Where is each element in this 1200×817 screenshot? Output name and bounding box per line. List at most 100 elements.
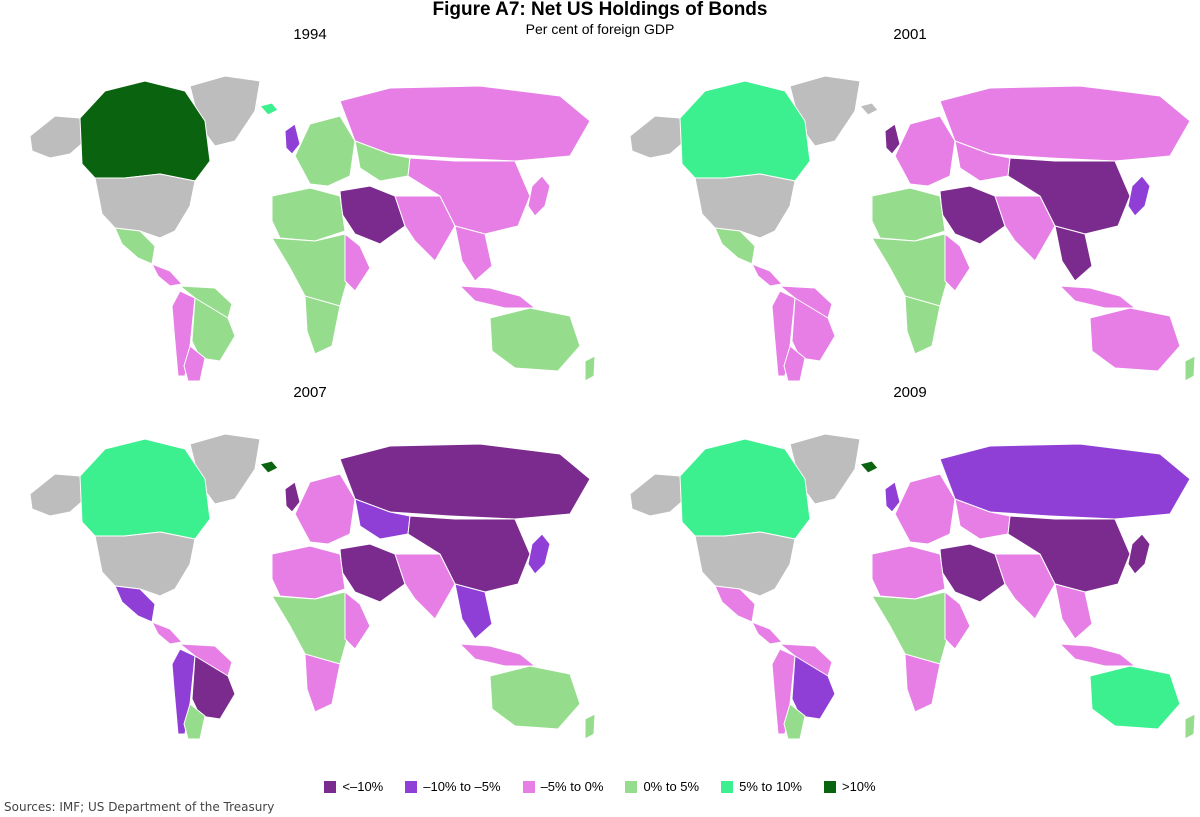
region-southern-cone	[183, 345, 206, 381]
legend-label: >10%	[841, 779, 876, 794]
region-australia	[489, 665, 581, 730]
region-se-asia	[1054, 225, 1093, 282]
region-middle-east	[339, 185, 406, 245]
region-southern-africa	[304, 653, 341, 713]
legend-item: <–10%	[324, 779, 383, 794]
legend-label: <–10%	[342, 779, 384, 794]
region-central-america	[751, 621, 783, 645]
legend: <–10% –10% to –5% –5% to 0% 0% to 5% 5% …	[0, 779, 1200, 794]
legend-item: –10% to –5%	[405, 779, 501, 794]
figure-subtitle: Per cent of foreign GDP	[525, 21, 675, 37]
map-panel-2009: 2009	[610, 380, 1200, 750]
world-map	[29, 433, 595, 739]
legend-item: 0% to 5%	[625, 779, 699, 794]
region-central-america	[151, 263, 183, 287]
region-alaska	[629, 115, 686, 159]
region-southern-africa	[304, 295, 341, 355]
region-nz	[1184, 713, 1195, 739]
region-middle-east	[939, 543, 1006, 603]
legend-label: –5% to 0%	[540, 779, 604, 794]
region-iceland	[259, 460, 279, 474]
region-nz	[1184, 355, 1195, 381]
region-east-africa	[944, 591, 971, 650]
legend-item: 5% to 10%	[721, 779, 802, 794]
region-china	[1007, 157, 1131, 235]
region-se-asia	[1054, 583, 1093, 640]
world-map	[629, 433, 1195, 739]
legend-swatch	[324, 780, 337, 793]
legend-item: –5% to 0%	[522, 779, 604, 794]
region-uk	[284, 123, 301, 155]
region-east-africa	[944, 233, 971, 292]
source-note: Sources: IMF; US Department of the Treas…	[4, 800, 275, 814]
region-europe	[294, 115, 356, 187]
region-brazil	[791, 655, 836, 720]
region-japan	[1127, 175, 1151, 217]
region-central-america	[151, 621, 183, 645]
legend-label: 0% to 5%	[643, 779, 700, 794]
map-panel-2001: 2001	[610, 22, 1200, 392]
region-alaska	[629, 473, 686, 517]
legend-label: 5% to 10%	[739, 779, 802, 794]
region-canada	[79, 80, 211, 182]
region-alaska	[29, 115, 86, 159]
region-north-africa	[271, 187, 346, 242]
region-canada	[679, 438, 811, 540]
region-nz	[584, 355, 595, 381]
world-map	[29, 75, 595, 381]
region-usa	[694, 173, 796, 239]
region-indonesia	[459, 643, 536, 667]
region-japan	[1127, 533, 1151, 575]
region-europe	[894, 115, 956, 187]
legend-item: >10%	[823, 779, 876, 794]
region-australia	[1089, 665, 1181, 730]
region-japan	[527, 175, 551, 217]
region-uk	[284, 481, 301, 513]
region-se-asia	[454, 225, 493, 282]
region-southern-africa	[904, 653, 941, 713]
legend-label: –10% to –5%	[423, 779, 501, 794]
region-canada	[679, 80, 811, 182]
legend-swatch	[823, 780, 836, 793]
region-central-america	[751, 263, 783, 287]
region-japan	[527, 533, 551, 575]
region-nz	[584, 713, 595, 739]
region-southern-cone	[183, 703, 206, 739]
region-indonesia	[1059, 643, 1136, 667]
panel-year-label: 2009	[893, 384, 927, 401]
panel-year-label: 2001	[893, 26, 927, 43]
region-china	[1007, 515, 1131, 593]
region-alaska	[29, 473, 86, 517]
figure-title: Figure A7: Net US Holdings of Bonds	[432, 0, 768, 20]
region-north-africa	[871, 545, 946, 600]
region-indonesia	[459, 285, 536, 309]
region-middle-east	[339, 543, 406, 603]
region-north-africa	[271, 545, 346, 600]
region-canada	[79, 438, 211, 540]
region-east-africa	[344, 233, 371, 292]
legend-swatch	[522, 780, 535, 793]
region-brazil	[791, 297, 836, 362]
region-iceland	[859, 460, 879, 474]
region-brazil	[191, 297, 236, 362]
legend-swatch	[405, 780, 418, 793]
region-uk	[884, 123, 901, 155]
region-east-africa	[344, 591, 371, 650]
region-china	[407, 157, 531, 235]
legend-swatch	[625, 780, 638, 793]
map-panel-2007: 2007	[10, 380, 610, 750]
region-iceland	[859, 102, 879, 116]
region-southern-cone	[783, 345, 806, 381]
region-europe	[894, 473, 956, 545]
region-indonesia	[1059, 285, 1136, 309]
map-panel-1994: 1994	[10, 22, 610, 392]
region-southern-cone	[783, 703, 806, 739]
panel-year-label: 2007	[293, 384, 327, 401]
region-china	[407, 515, 531, 593]
region-europe	[294, 473, 356, 545]
region-iceland	[259, 102, 279, 116]
region-southern-africa	[904, 295, 941, 355]
region-australia	[1089, 307, 1181, 372]
region-usa	[94, 173, 196, 239]
region-se-asia	[454, 583, 493, 640]
